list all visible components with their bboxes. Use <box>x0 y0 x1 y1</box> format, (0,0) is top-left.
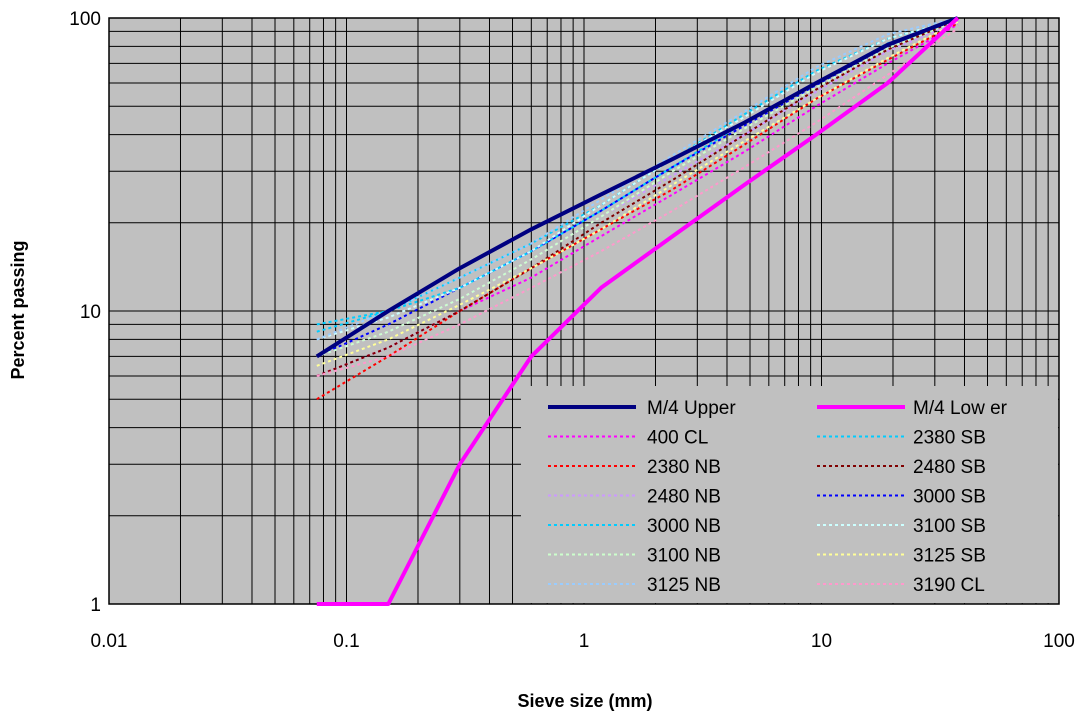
legend-label: 2380 NB <box>647 457 721 478</box>
legend-label: 3125 SB <box>913 546 986 567</box>
legend-label: 2380 SB <box>913 428 986 449</box>
legend-label: M/4 Upper <box>647 398 736 419</box>
x-tick-label: 0.01 <box>91 631 128 652</box>
legend-label: 3125 NB <box>647 575 721 596</box>
y-tick-label: 100 <box>69 9 101 30</box>
y-axis-title: Percent passing <box>8 240 28 379</box>
tick-labels: 0.01 0.1 1 10 100 1 10 100 <box>69 9 1075 652</box>
legend-label: 2480 SB <box>913 457 986 478</box>
series-lines <box>315 16 960 606</box>
x-tick-label: 10 <box>811 631 832 652</box>
y-tick-label: 10 <box>80 302 101 323</box>
series-line <box>315 16 959 359</box>
series-line <box>316 18 959 341</box>
legend-label: 2480 NB <box>647 487 721 508</box>
x-tick-label: 100 <box>1043 631 1075 652</box>
plot-border <box>108 17 1060 605</box>
series-line <box>316 19 959 358</box>
series-line <box>316 22 959 401</box>
legend-label: 3100 SB <box>913 516 986 537</box>
legend-label: 400 CL <box>647 428 708 449</box>
series-line <box>316 17 959 341</box>
legend-label: 3190 CL <box>913 575 985 596</box>
legend: M/4 Upper M/4 Low er 400 CL 2380 SB 2380 NB 2… <box>521 386 1058 603</box>
series-line <box>316 16 960 606</box>
legend-label: 3100 NB <box>647 546 721 567</box>
y-tick-label: 1 <box>90 595 101 616</box>
legend-label: 3000 NB <box>647 516 721 537</box>
x-axis-title: Sieve size (mm) <box>517 691 652 711</box>
legend-label: M/4 Low er <box>913 398 1008 419</box>
x-tick-label: 1 <box>579 631 590 652</box>
x-tick-label: 0.1 <box>333 631 359 652</box>
series-line <box>316 17 959 358</box>
series-line <box>316 21 959 367</box>
legend-label: 3000 SB <box>913 487 986 508</box>
